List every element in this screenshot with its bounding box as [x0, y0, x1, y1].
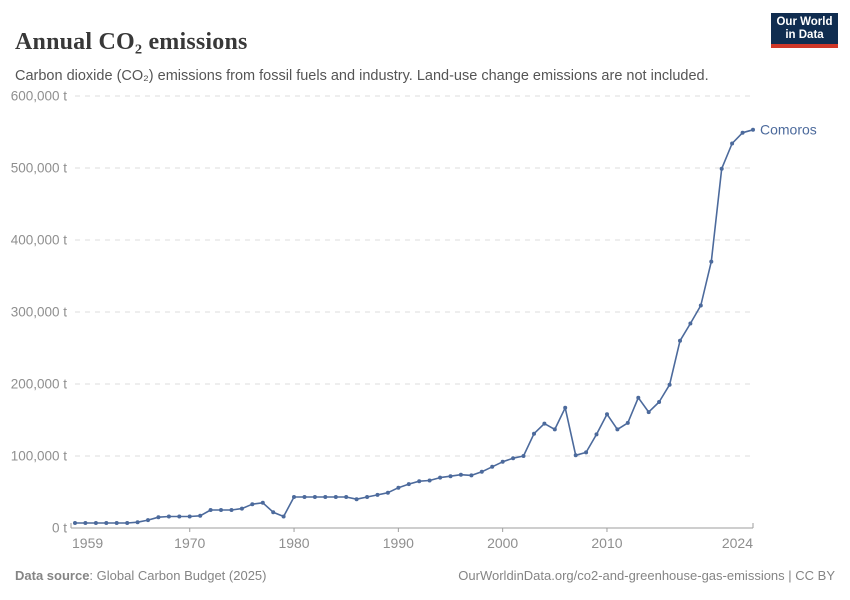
y-axis-tick-label: 600,000 t — [11, 89, 68, 104]
data-point[interactable] — [511, 456, 516, 461]
data-point[interactable] — [438, 475, 443, 480]
emissions-line-chart[interactable]: 0 t 100,000 t 200,000 t 300,000 t 400,000 t 5… — [0, 85, 850, 560]
data-point[interactable] — [365, 495, 370, 499]
data-point[interactable] — [542, 421, 547, 426]
data-point[interactable] — [427, 478, 432, 483]
series-label-comoros[interactable]: Comoros — [760, 121, 817, 137]
data-point[interactable] — [594, 432, 599, 437]
data-point[interactable] — [177, 514, 182, 519]
owid-citation-link[interactable]: OurWorldinData.org/co2-and-greenhouse-ga… — [458, 568, 835, 583]
data-point[interactable] — [458, 472, 463, 477]
x-axis-tick-label: 1970 — [174, 535, 205, 551]
data-point[interactable] — [166, 514, 171, 519]
x-axis-tick-label: 1959 — [72, 535, 103, 551]
y-axis-tick-label: 200,000 t — [11, 377, 68, 392]
data-point[interactable] — [417, 479, 422, 484]
data-point[interactable] — [625, 420, 630, 425]
data-point[interactable] — [302, 495, 307, 499]
data-point[interactable] — [229, 508, 234, 512]
data-point[interactable] — [469, 473, 474, 478]
data-point[interactable] — [146, 518, 150, 523]
data-point[interactable] — [93, 521, 98, 525]
chart-title: Annual CO₂ emissions — [15, 29, 248, 56]
data-point[interactable] — [271, 510, 276, 515]
data-point[interactable] — [198, 513, 203, 518]
owid-logo-line2: in Data — [785, 28, 824, 41]
x-axis-tick-label: 2010 — [591, 535, 622, 551]
data-point[interactable] — [563, 405, 568, 410]
data-point[interactable] — [396, 485, 401, 490]
data-point[interactable] — [688, 321, 693, 326]
data-source-label: Data source — [15, 568, 90, 583]
data-point[interactable] — [114, 521, 119, 525]
data-point[interactable] — [406, 482, 411, 487]
data-point[interactable] — [678, 338, 682, 343]
data-point[interactable] — [584, 450, 589, 455]
emissions-series-line[interactable] — [75, 129, 754, 524]
data-point[interactable] — [698, 303, 703, 308]
data-point[interactable] — [730, 141, 735, 146]
chart-subtitle: Carbon dioxide (CO₂) emissions from foss… — [15, 67, 709, 84]
x-axis-tick-label: 2024 — [722, 535, 753, 551]
data-point[interactable] — [354, 497, 359, 502]
y-axis-tick-label: 500,000 t — [11, 161, 68, 176]
x-axis-tick-label: 1990 — [383, 535, 414, 551]
owid-logo-line1: Our World — [776, 15, 833, 28]
data-point[interactable] — [500, 459, 505, 464]
data-point[interactable] — [344, 495, 349, 499]
data-point[interactable] — [333, 495, 338, 499]
data-point[interactable] — [312, 495, 317, 499]
owid-logo[interactable]: Our World in Data — [771, 13, 838, 48]
data-point[interactable] — [250, 502, 255, 507]
data-point[interactable] — [448, 474, 453, 479]
data-point[interactable] — [73, 521, 77, 525]
data-point[interactable] — [83, 521, 88, 525]
data-point[interactable] — [552, 427, 557, 432]
x-axis-tick-label: 1980 — [278, 535, 309, 551]
data-point[interactable] — [125, 521, 130, 525]
data-point[interactable] — [657, 400, 662, 404]
data-point[interactable] — [636, 395, 641, 400]
data-point[interactable] — [260, 500, 265, 505]
data-point[interactable] — [751, 127, 755, 132]
y-axis-tick-label: 400,000 t — [11, 233, 68, 248]
y-axis-tick-label: 100,000 t — [11, 449, 68, 464]
data-point[interactable] — [375, 492, 380, 497]
x-axis-tick-label: 2000 — [487, 535, 518, 551]
data-point[interactable] — [385, 490, 390, 495]
data-point[interactable] — [615, 427, 620, 432]
chart-footer: Data source: Global Carbon Budget (2025)… — [15, 568, 835, 583]
data-point[interactable] — [646, 410, 651, 415]
data-point[interactable] — [490, 464, 495, 469]
data-point[interactable] — [709, 259, 714, 264]
data-point[interactable] — [532, 431, 536, 436]
data-point[interactable] — [208, 508, 213, 512]
data-point[interactable] — [219, 508, 223, 512]
data-point[interactable] — [281, 514, 286, 519]
data-point[interactable] — [521, 454, 526, 458]
data-point[interactable] — [187, 514, 192, 519]
data-point[interactable] — [605, 412, 609, 417]
data-point[interactable] — [667, 382, 672, 387]
y-axis-tick-label: 300,000 t — [11, 305, 68, 320]
data-point[interactable] — [479, 469, 484, 474]
data-point[interactable] — [135, 520, 140, 525]
data-source-value: : Global Carbon Budget (2025) — [89, 568, 267, 583]
y-axis-tick-label: 0 t — [52, 521, 67, 536]
data-point[interactable] — [719, 166, 724, 171]
data-source-note: Data source: Global Carbon Budget (2025) — [15, 568, 266, 583]
data-point[interactable] — [740, 130, 745, 135]
data-point[interactable] — [156, 515, 161, 520]
data-point[interactable] — [323, 495, 328, 499]
data-point[interactable] — [573, 453, 578, 458]
data-point[interactable] — [104, 521, 109, 525]
data-point[interactable] — [239, 506, 244, 511]
data-point[interactable] — [292, 495, 296, 499]
